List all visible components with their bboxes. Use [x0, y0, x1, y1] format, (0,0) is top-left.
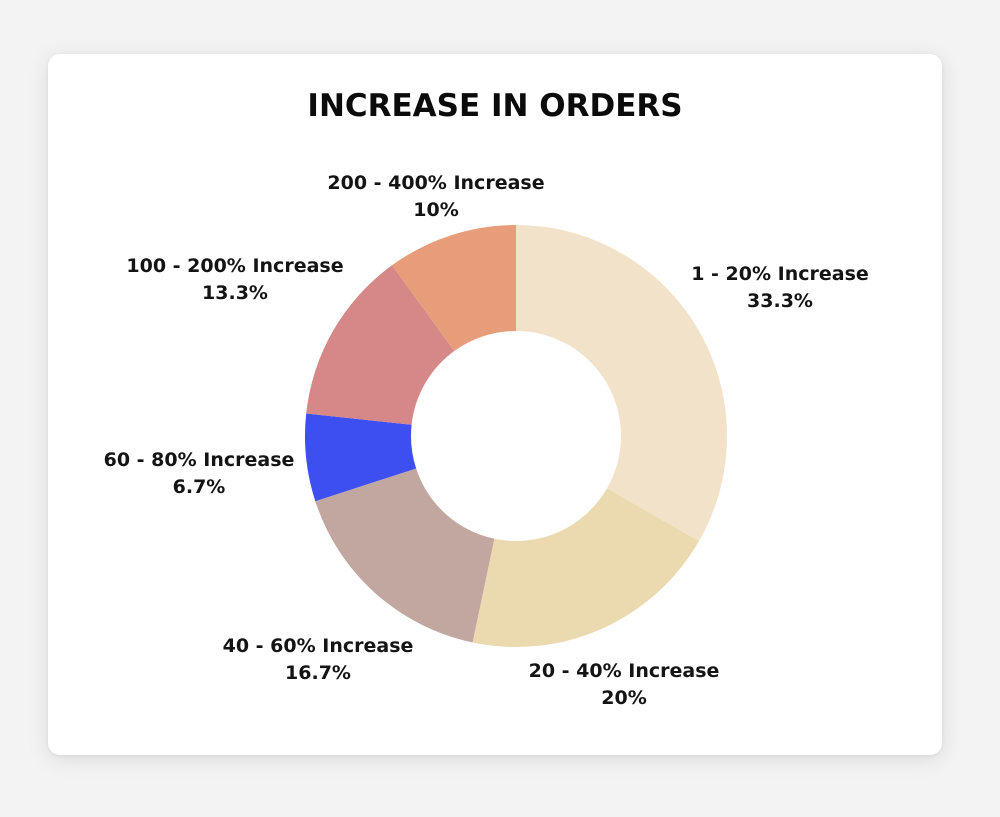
slice-labels: 1 - 20% Increase 33.3% 20 - 40% Increase 20…	[104, 172, 869, 709]
slice-value-label: 33.3%	[747, 290, 813, 312]
slice-value-label: 10%	[413, 199, 458, 221]
slice-1	[516, 225, 727, 542]
slice-5	[306, 265, 455, 425]
slice-value-label: 20%	[601, 687, 646, 709]
chart-title: INCREASE IN ORDERS	[307, 88, 683, 124]
donut-slices	[305, 225, 727, 648]
slice-value-label: 6.7%	[173, 476, 226, 498]
slice-2	[472, 488, 699, 648]
slice-3	[315, 468, 495, 643]
slice-category-label: 200 - 400% Increase	[327, 172, 544, 194]
slice-category-label: 1 - 20% Increase	[691, 263, 869, 285]
slice-category-label: 20 - 40% Increase	[529, 660, 720, 682]
slice-value-label: 16.7%	[285, 662, 351, 684]
slice-value-label: 13.3%	[202, 282, 268, 304]
slice-category-label: 100 - 200% Increase	[126, 255, 343, 277]
slice-6	[391, 225, 516, 352]
slice-category-label: 60 - 80% Increase	[104, 449, 295, 471]
slice-4	[305, 413, 417, 502]
slice-category-label: 40 - 60% Increase	[223, 635, 414, 657]
